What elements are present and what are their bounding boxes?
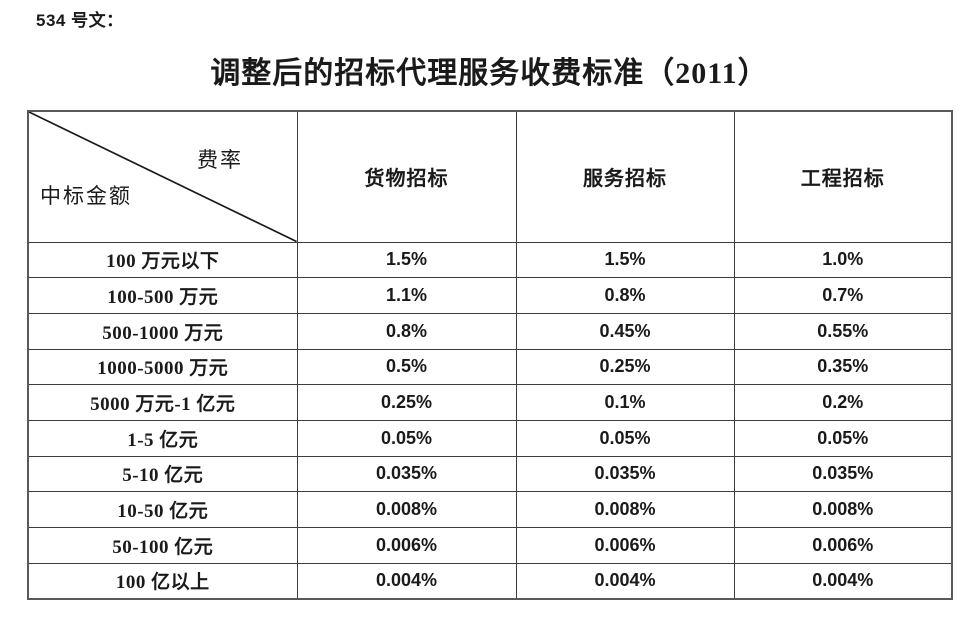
rate-cell: 0.004% (515, 562, 735, 600)
row-label: 50-100 亿元 (27, 527, 298, 564)
table-row: 5-10 亿元 0.035% 0.035% 0.035% (27, 455, 953, 493)
rate-cell: 0.006% (733, 527, 953, 564)
rate-cell: 1.5% (296, 241, 517, 279)
row-label: 5000 万元-1 亿元 (27, 384, 298, 421)
table-header-row: 费率 中标金额 货物招标 服务招标 工程招标 (27, 110, 953, 243)
rate-cell: 1.0% (733, 241, 953, 279)
column-header-service: 服务招标 (515, 110, 735, 243)
column-header-goods: 货物招标 (296, 110, 517, 243)
rate-cell: 0.7% (733, 277, 953, 314)
rate-cell: 0.035% (733, 455, 953, 493)
rate-cell: 0.004% (733, 562, 953, 600)
rate-cell: 0.5% (296, 348, 517, 386)
table-row: 5000 万元-1 亿元 0.25% 0.1% 0.2% (27, 384, 953, 421)
corner-label-bid-amount: 中标金额 (40, 184, 132, 208)
rate-cell: 0.35% (733, 348, 953, 386)
rate-cell: 0.008% (296, 491, 517, 528)
row-label: 100 万元以下 (27, 241, 298, 279)
row-label: 500-1000 万元 (27, 312, 298, 350)
table-row: 50-100 亿元 0.006% 0.006% 0.006% (27, 527, 953, 564)
rate-cell: 0.05% (515, 419, 735, 457)
rate-cell: 0.45% (515, 312, 735, 350)
rate-cell: 0.05% (733, 419, 953, 457)
row-label: 1-5 亿元 (27, 419, 298, 457)
rate-cell: 0.006% (515, 527, 735, 564)
rate-cell: 0.8% (296, 312, 517, 350)
rate-cell: 0.25% (515, 348, 735, 386)
rate-cell: 0.008% (733, 491, 953, 528)
rate-cell: 1.1% (296, 277, 517, 314)
rate-cell: 0.8% (515, 277, 735, 314)
rate-cell: 0.1% (515, 384, 735, 421)
table-row: 1-5 亿元 0.05% 0.05% 0.05% (27, 419, 953, 457)
row-label: 5-10 亿元 (27, 455, 298, 493)
rate-cell: 0.006% (296, 527, 517, 564)
rate-cell: 0.2% (733, 384, 953, 421)
row-label: 100-500 万元 (27, 277, 298, 314)
table-row: 100 万元以下 1.5% 1.5% 1.0% (27, 241, 953, 279)
rate-cell: 0.55% (733, 312, 953, 350)
rate-cell: 0.008% (515, 491, 735, 528)
row-label: 100 亿以上 (27, 562, 298, 600)
table-row: 1000-5000 万元 0.5% 0.25% 0.35% (27, 348, 953, 386)
doc-number-label: 534 号文： (36, 11, 124, 30)
fee-rate-table: 费率 中标金额 货物招标 服务招标 工程招标 100 万元以下 1.5% 1.5… (27, 110, 953, 600)
rate-cell: 0.004% (296, 562, 517, 600)
diagonal-divider-line (29, 112, 296, 241)
corner-label-rate: 费率 (197, 148, 243, 172)
table-row: 100-500 万元 1.1% 0.8% 0.7% (27, 277, 953, 314)
table-row: 100 亿以上 0.004% 0.004% 0.004% (27, 562, 953, 600)
diagonal-corner-cell: 费率 中标金额 (27, 110, 298, 243)
row-label: 1000-5000 万元 (27, 348, 298, 386)
row-label: 10-50 亿元 (27, 491, 298, 528)
table-row: 500-1000 万元 0.8% 0.45% 0.55% (27, 312, 953, 350)
rate-cell: 0.035% (296, 455, 517, 493)
rate-cell: 0.05% (296, 419, 517, 457)
rate-cell: 0.035% (515, 455, 735, 493)
table-row: 10-50 亿元 0.008% 0.008% 0.008% (27, 491, 953, 528)
column-header-engineering: 工程招标 (733, 110, 953, 243)
rate-cell: 0.25% (296, 384, 517, 421)
page-title: 调整后的招标代理服务收费标准（2011） (210, 57, 769, 90)
rate-cell: 1.5% (515, 241, 735, 279)
